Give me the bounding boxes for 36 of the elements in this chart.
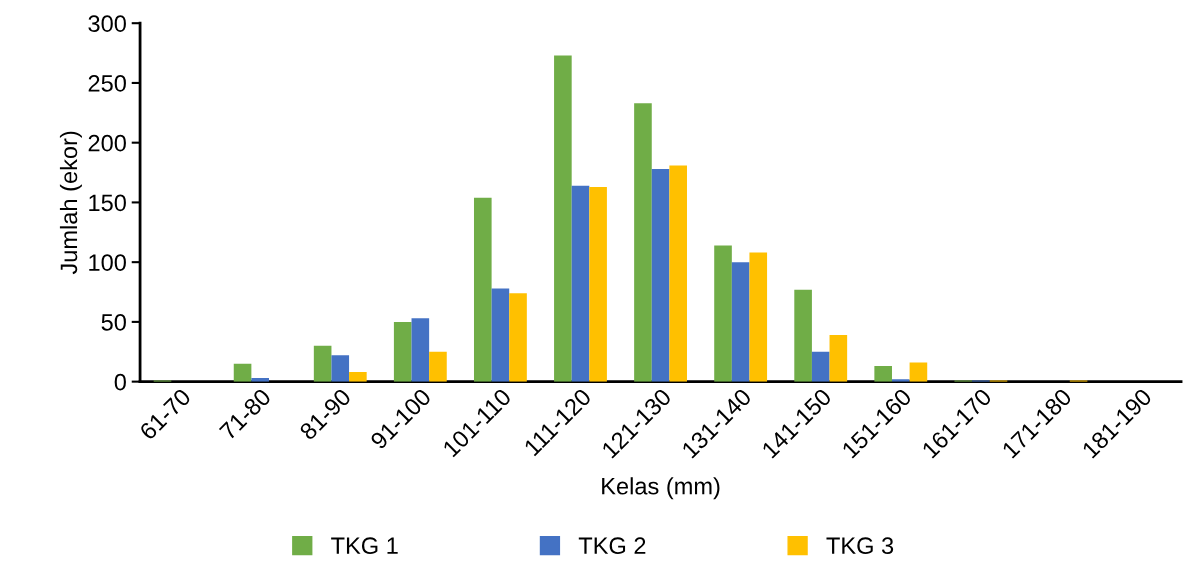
bar bbox=[393, 321, 412, 382]
y-axis-title: Jumlah (ekor) bbox=[59, 131, 82, 275]
bar bbox=[634, 103, 652, 382]
bar bbox=[331, 355, 350, 382]
bar bbox=[473, 197, 492, 382]
bar bbox=[749, 252, 768, 382]
bar bbox=[509, 293, 527, 382]
bar bbox=[811, 351, 830, 382]
y-tick-label: 200 bbox=[88, 134, 126, 152]
bar bbox=[589, 186, 607, 382]
bar bbox=[651, 168, 670, 382]
y-tick-label: 100 bbox=[89, 254, 126, 271]
x-axis-title: Kelas (mm) bbox=[602, 477, 720, 500]
bar bbox=[874, 366, 892, 382]
legend-label: TKG 3 bbox=[826, 537, 894, 555]
bar bbox=[313, 345, 332, 382]
legend-label: TKG 1 bbox=[331, 537, 398, 555]
y-tick-label: 300 bbox=[88, 15, 126, 32]
y-tick-label: 250 bbox=[88, 75, 126, 92]
y-tick-label: 0 bbox=[114, 373, 126, 391]
bar bbox=[411, 318, 430, 382]
bar bbox=[349, 372, 367, 382]
bar bbox=[731, 262, 750, 382]
bar bbox=[794, 289, 812, 382]
bar bbox=[571, 185, 590, 382]
y-tick-label: 50 bbox=[101, 313, 126, 331]
bar bbox=[429, 351, 447, 382]
bar bbox=[669, 165, 687, 382]
bar bbox=[909, 362, 928, 382]
bar bbox=[714, 245, 732, 382]
bar bbox=[233, 363, 252, 382]
bar bbox=[491, 288, 510, 382]
bar bbox=[829, 335, 848, 382]
bar bbox=[554, 55, 572, 382]
y-tick-label: 150 bbox=[89, 194, 126, 212]
legend-label: TKG 2 bbox=[578, 537, 646, 555]
